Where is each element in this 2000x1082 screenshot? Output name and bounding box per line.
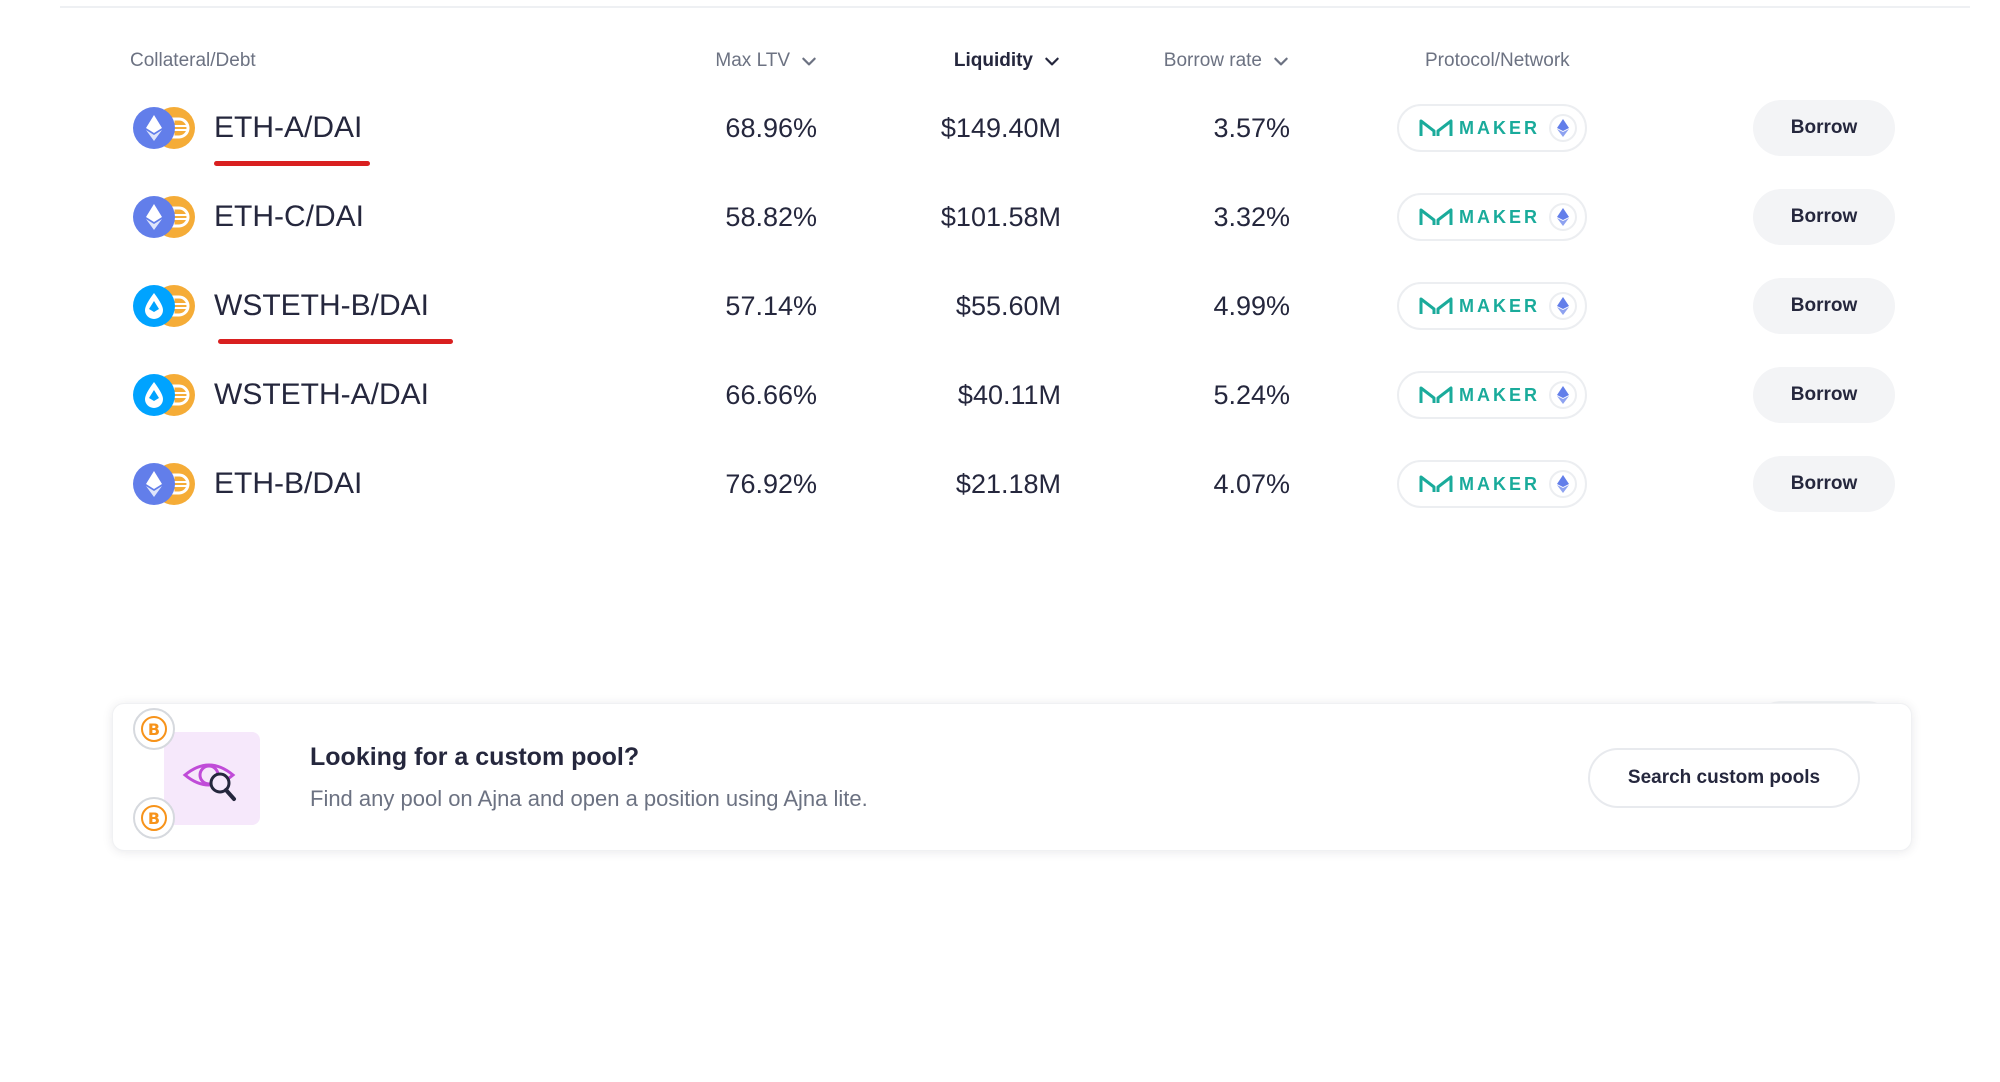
- max-ltv-value: 66.66%: [725, 380, 817, 410]
- table-row[interactable]: ETH-A/DAI 68.96% $149.40M 3.57% MAKER Borrow: [0, 88, 2000, 168]
- protocol-label: MAKER: [1459, 384, 1540, 405]
- chevron-down-icon: [802, 57, 816, 66]
- table-header: Collateral/Debt Max LTV Liquidity Borrow…: [0, 46, 2000, 76]
- liquidity-value: $55.60M: [955, 291, 1061, 321]
- header-protocol-network: Protocol/Network: [1425, 50, 1570, 71]
- search-custom-pools-button[interactable]: Search custom pools: [1588, 748, 1860, 808]
- eye-search-icon: [164, 732, 260, 825]
- banner-description: Find any pool on Ajna and open a positio…: [310, 786, 868, 811]
- protocol-badge: MAKER: [1397, 104, 1587, 152]
- banner-title: Looking for a custom pool?: [310, 743, 640, 771]
- protocol-label: MAKER: [1459, 295, 1540, 316]
- borrow-button[interactable]: Borrow: [1753, 189, 1895, 245]
- borrow-button[interactable]: Borrow: [1753, 100, 1895, 156]
- protocol-label: MAKER: [1459, 206, 1540, 227]
- eth-icon: [133, 196, 175, 238]
- protocol-badge: MAKER: [1397, 460, 1587, 508]
- wbtc-icon: B: [133, 797, 175, 839]
- chevron-down-icon: [1045, 57, 1059, 66]
- token-pair-icon: [133, 285, 195, 327]
- chevron-down-icon: [1274, 57, 1288, 66]
- borrow-button[interactable]: Borrow: [1753, 367, 1895, 423]
- maker-logo-icon: [1419, 208, 1453, 225]
- protocol-badge: MAKER: [1397, 193, 1587, 241]
- pair-name[interactable]: ETH-C/DAI: [214, 200, 364, 233]
- liquidity-value: $21.18M: [955, 469, 1061, 499]
- borrow-rate-value: 5.24%: [1213, 380, 1290, 410]
- svg-text:B: B: [148, 720, 160, 739]
- borrow-rate-value: 3.32%: [1213, 202, 1290, 232]
- header-collateral-debt: Collateral/Debt: [130, 50, 256, 71]
- borrow-rate-value: 4.99%: [1213, 291, 1290, 321]
- liquidity-value: $149.40M: [940, 113, 1061, 143]
- borrow-button[interactable]: Borrow: [1753, 456, 1895, 512]
- borrow-rate-value: 3.57%: [1213, 113, 1290, 143]
- table-row[interactable]: ETH-B/DAI 76.92% $21.18M 4.07% MAKER Borrow: [0, 444, 2000, 524]
- maker-logo-icon: [1419, 297, 1453, 314]
- table-row[interactable]: WSTETH-A/DAI 66.66% $40.11M 5.24% MAKER Borro…: [0, 355, 2000, 435]
- borrow-rate-value: 4.07%: [1213, 469, 1290, 499]
- custom-pool-banner: Looking for a custom pool? Find any pool…: [112, 703, 1912, 851]
- liquidity-value: $101.58M: [940, 202, 1061, 232]
- eth-icon: [133, 107, 175, 149]
- pair-name[interactable]: WSTETH-A/DAI: [214, 378, 429, 411]
- protocol-badge: MAKER: [1397, 282, 1587, 330]
- pair-name[interactable]: ETH-B/DAI: [214, 467, 363, 500]
- header-liquidity[interactable]: Liquidity: [954, 46, 1061, 76]
- maker-logo-icon: [1419, 119, 1453, 136]
- ethereum-network-icon: [1549, 114, 1577, 142]
- highlight-underline: [214, 161, 370, 166]
- table-row[interactable]: WSTETH-B/DAI 57.14% $55.60M 4.99% MAKER Borro…: [0, 266, 2000, 346]
- ethereum-network-icon: [1549, 292, 1577, 320]
- maker-logo-icon: [1419, 475, 1453, 492]
- header-max-ltv[interactable]: Max LTV: [715, 46, 818, 76]
- maker-logo-icon: [1419, 386, 1453, 403]
- wsteth-icon: [133, 374, 175, 416]
- ethereum-network-icon: [1549, 470, 1577, 498]
- protocol-label: MAKER: [1459, 473, 1540, 494]
- ethereum-network-icon: [1549, 203, 1577, 231]
- eth-icon: [133, 463, 175, 505]
- wsteth-icon: [133, 285, 175, 327]
- pair-name[interactable]: WSTETH-B/DAI: [214, 289, 429, 322]
- max-ltv-value: 76.92%: [725, 469, 817, 499]
- top-divider: [60, 6, 1970, 8]
- max-ltv-value: 58.82%: [725, 202, 817, 232]
- token-pair-icon: [133, 107, 195, 149]
- borrow-button[interactable]: Borrow: [1753, 278, 1895, 334]
- highlight-underline: [218, 339, 453, 344]
- table-row[interactable]: ETH-C/DAI 58.82% $101.58M 3.32% MAKER Borrow: [0, 177, 2000, 257]
- token-pair-icon: [133, 374, 195, 416]
- token-pair-icon: [133, 196, 195, 238]
- ethereum-network-icon: [1549, 381, 1577, 409]
- wbtc-icon: B: [133, 708, 175, 750]
- liquidity-value: $40.11M: [957, 380, 1061, 410]
- max-ltv-value: 68.96%: [725, 113, 817, 143]
- pair-name[interactable]: ETH-A/DAI: [214, 111, 363, 144]
- protocol-badge: MAKER: [1397, 371, 1587, 419]
- token-pair-icon: [133, 463, 195, 505]
- header-borrow-rate[interactable]: Borrow rate: [1164, 46, 1290, 76]
- max-ltv-value: 57.14%: [725, 291, 817, 321]
- protocol-label: MAKER: [1459, 117, 1540, 138]
- svg-text:B: B: [148, 809, 160, 828]
